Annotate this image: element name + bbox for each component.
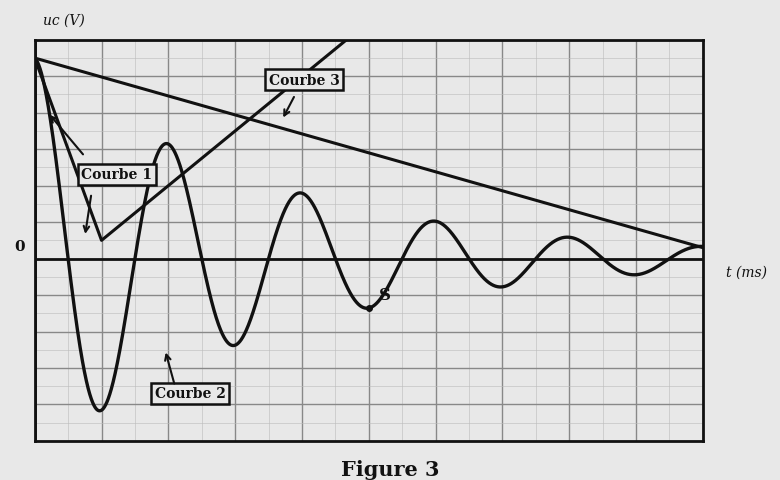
Text: t (ms): t (ms) <box>726 265 768 279</box>
Text: Courbe 1: Courbe 1 <box>81 168 152 182</box>
Text: Courbe 3: Courbe 3 <box>268 73 339 87</box>
Text: uc (V): uc (V) <box>43 14 84 28</box>
Text: Figure 3: Figure 3 <box>341 459 439 479</box>
Text: S: S <box>379 287 391 303</box>
Text: 0: 0 <box>14 240 25 253</box>
Text: Courbe 2: Courbe 2 <box>155 386 226 400</box>
